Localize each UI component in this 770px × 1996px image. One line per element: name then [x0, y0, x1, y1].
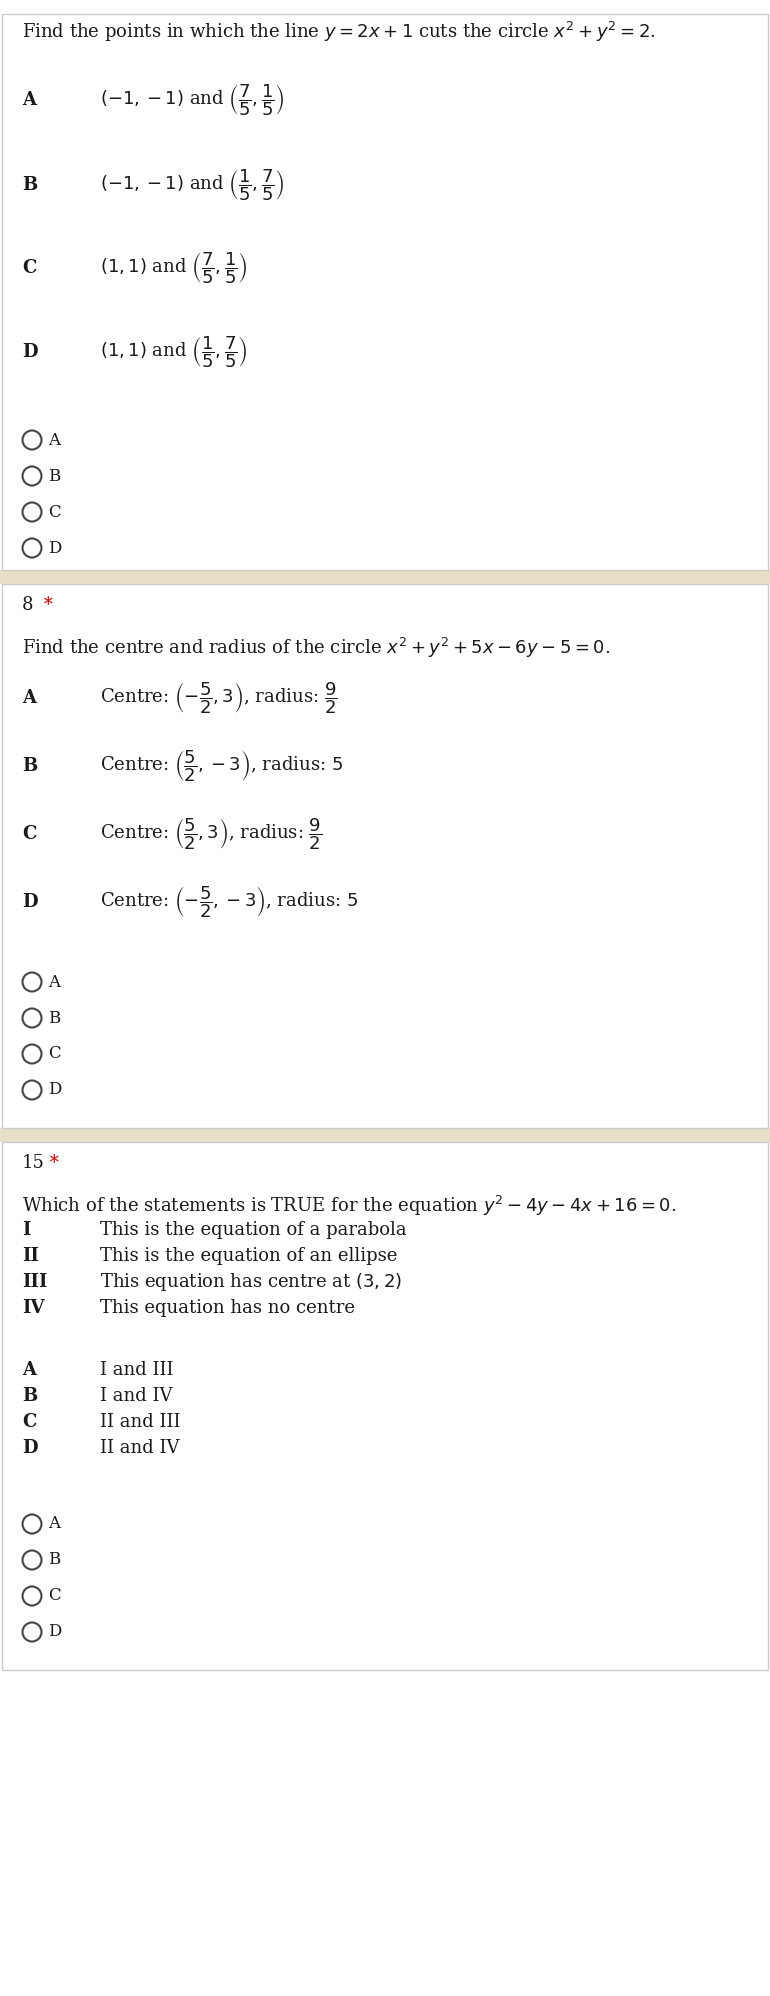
Text: C: C [48, 1046, 61, 1062]
Text: This equation has no centre: This equation has no centre [100, 1299, 355, 1317]
Text: This is the equation of an ellipse: This is the equation of an ellipse [100, 1248, 397, 1265]
Bar [0, 1128, 770, 1142]
Text: III: III [22, 1273, 48, 1291]
Text: *: * [38, 597, 53, 615]
Text: $(-1,-1)$ and $\left(\dfrac{1}{5},\dfrac{7}{5}\right)$: $(-1,-1)$ and $\left(\dfrac{1}{5},\dfrac… [100, 168, 285, 204]
Text: C: C [22, 259, 36, 277]
Text: C: C [22, 1413, 36, 1431]
Text: A: A [48, 974, 60, 990]
Text: B: B [48, 467, 60, 485]
Text: II: II [22, 1248, 39, 1265]
Text: C: C [48, 503, 61, 521]
Text: A: A [48, 1515, 60, 1533]
Text: B: B [22, 756, 37, 774]
Text: This is the equation of a parabola: This is the equation of a parabola [100, 1222, 407, 1240]
Text: Centre: $\left(\dfrac{5}{2},3\right)$, radius: $\dfrac{9}{2}$: Centre: $\left(\dfrac{5}{2},3\right)$, r… [100, 816, 323, 852]
Text: Centre: $\left(-\dfrac{5}{2},3\right)$, radius: $\dfrac{9}{2}$: Centre: $\left(-\dfrac{5}{2},3\right)$, … [100, 681, 337, 717]
Text: Centre: $\left(\dfrac{5}{2},-3\right)$, radius: $5$: Centre: $\left(\dfrac{5}{2},-3\right)$, … [100, 748, 343, 784]
Text: I and III: I and III [100, 1361, 173, 1379]
Text: II and III: II and III [100, 1413, 180, 1431]
Text: D: D [48, 1623, 62, 1641]
Text: I: I [22, 1222, 31, 1240]
Text: $(1,1)$ and $\left(\dfrac{7}{5},\dfrac{1}{5}\right)$: $(1,1)$ and $\left(\dfrac{7}{5},\dfrac{1… [100, 250, 248, 285]
Text: B: B [22, 1387, 37, 1405]
Text: Find the points in which the line $y = 2x + 1$ cuts the circle $x^2 + y^2 = 2$.: Find the points in which the line $y = 2… [22, 20, 656, 44]
Text: I and IV: I and IV [100, 1387, 172, 1405]
Text: D: D [22, 343, 38, 361]
Text: Which of the statements is TRUE for the equation $y^2 - 4y - 4x + 16 = 0$.: Which of the statements is TRUE for the … [22, 1194, 676, 1218]
Text: 8: 8 [22, 597, 34, 615]
Text: A: A [22, 1361, 36, 1379]
Text: C: C [22, 824, 36, 842]
Text: Centre: $\left(-\dfrac{5}{2},-3\right)$, radius: $5$: Centre: $\left(-\dfrac{5}{2},-3\right)$,… [100, 884, 358, 920]
Text: D: D [22, 1439, 38, 1457]
Text: This equation has centre at $(3,2)$: This equation has centre at $(3,2)$ [100, 1271, 402, 1293]
Text: II and IV: II and IV [100, 1439, 179, 1457]
Text: D: D [48, 1082, 62, 1098]
Text: B: B [22, 176, 37, 194]
Bar [0, 571, 770, 585]
Text: Find the centre and radius of the circle $x^2 + y^2 + 5x - 6y - 5 = 0$.: Find the centre and radius of the circle… [22, 637, 611, 661]
Text: 15: 15 [22, 1154, 45, 1172]
Text: A: A [48, 431, 60, 449]
Text: C: C [48, 1587, 61, 1605]
Text: B: B [48, 1551, 60, 1569]
Text: A: A [22, 92, 36, 110]
Text: *: * [44, 1154, 59, 1172]
Text: A: A [22, 689, 36, 707]
Text: D: D [22, 892, 38, 910]
Text: $(1,1)$ and $\left(\dfrac{1}{5},\dfrac{7}{5}\right)$: $(1,1)$ and $\left(\dfrac{1}{5},\dfrac{7… [100, 333, 248, 369]
Text: IV: IV [22, 1299, 45, 1317]
Text: D: D [48, 539, 62, 557]
Text: $(-1,-1)$ and $\left(\dfrac{7}{5},\dfrac{1}{5}\right)$: $(-1,-1)$ and $\left(\dfrac{7}{5},\dfrac… [100, 82, 285, 118]
Text: B: B [48, 1010, 60, 1026]
